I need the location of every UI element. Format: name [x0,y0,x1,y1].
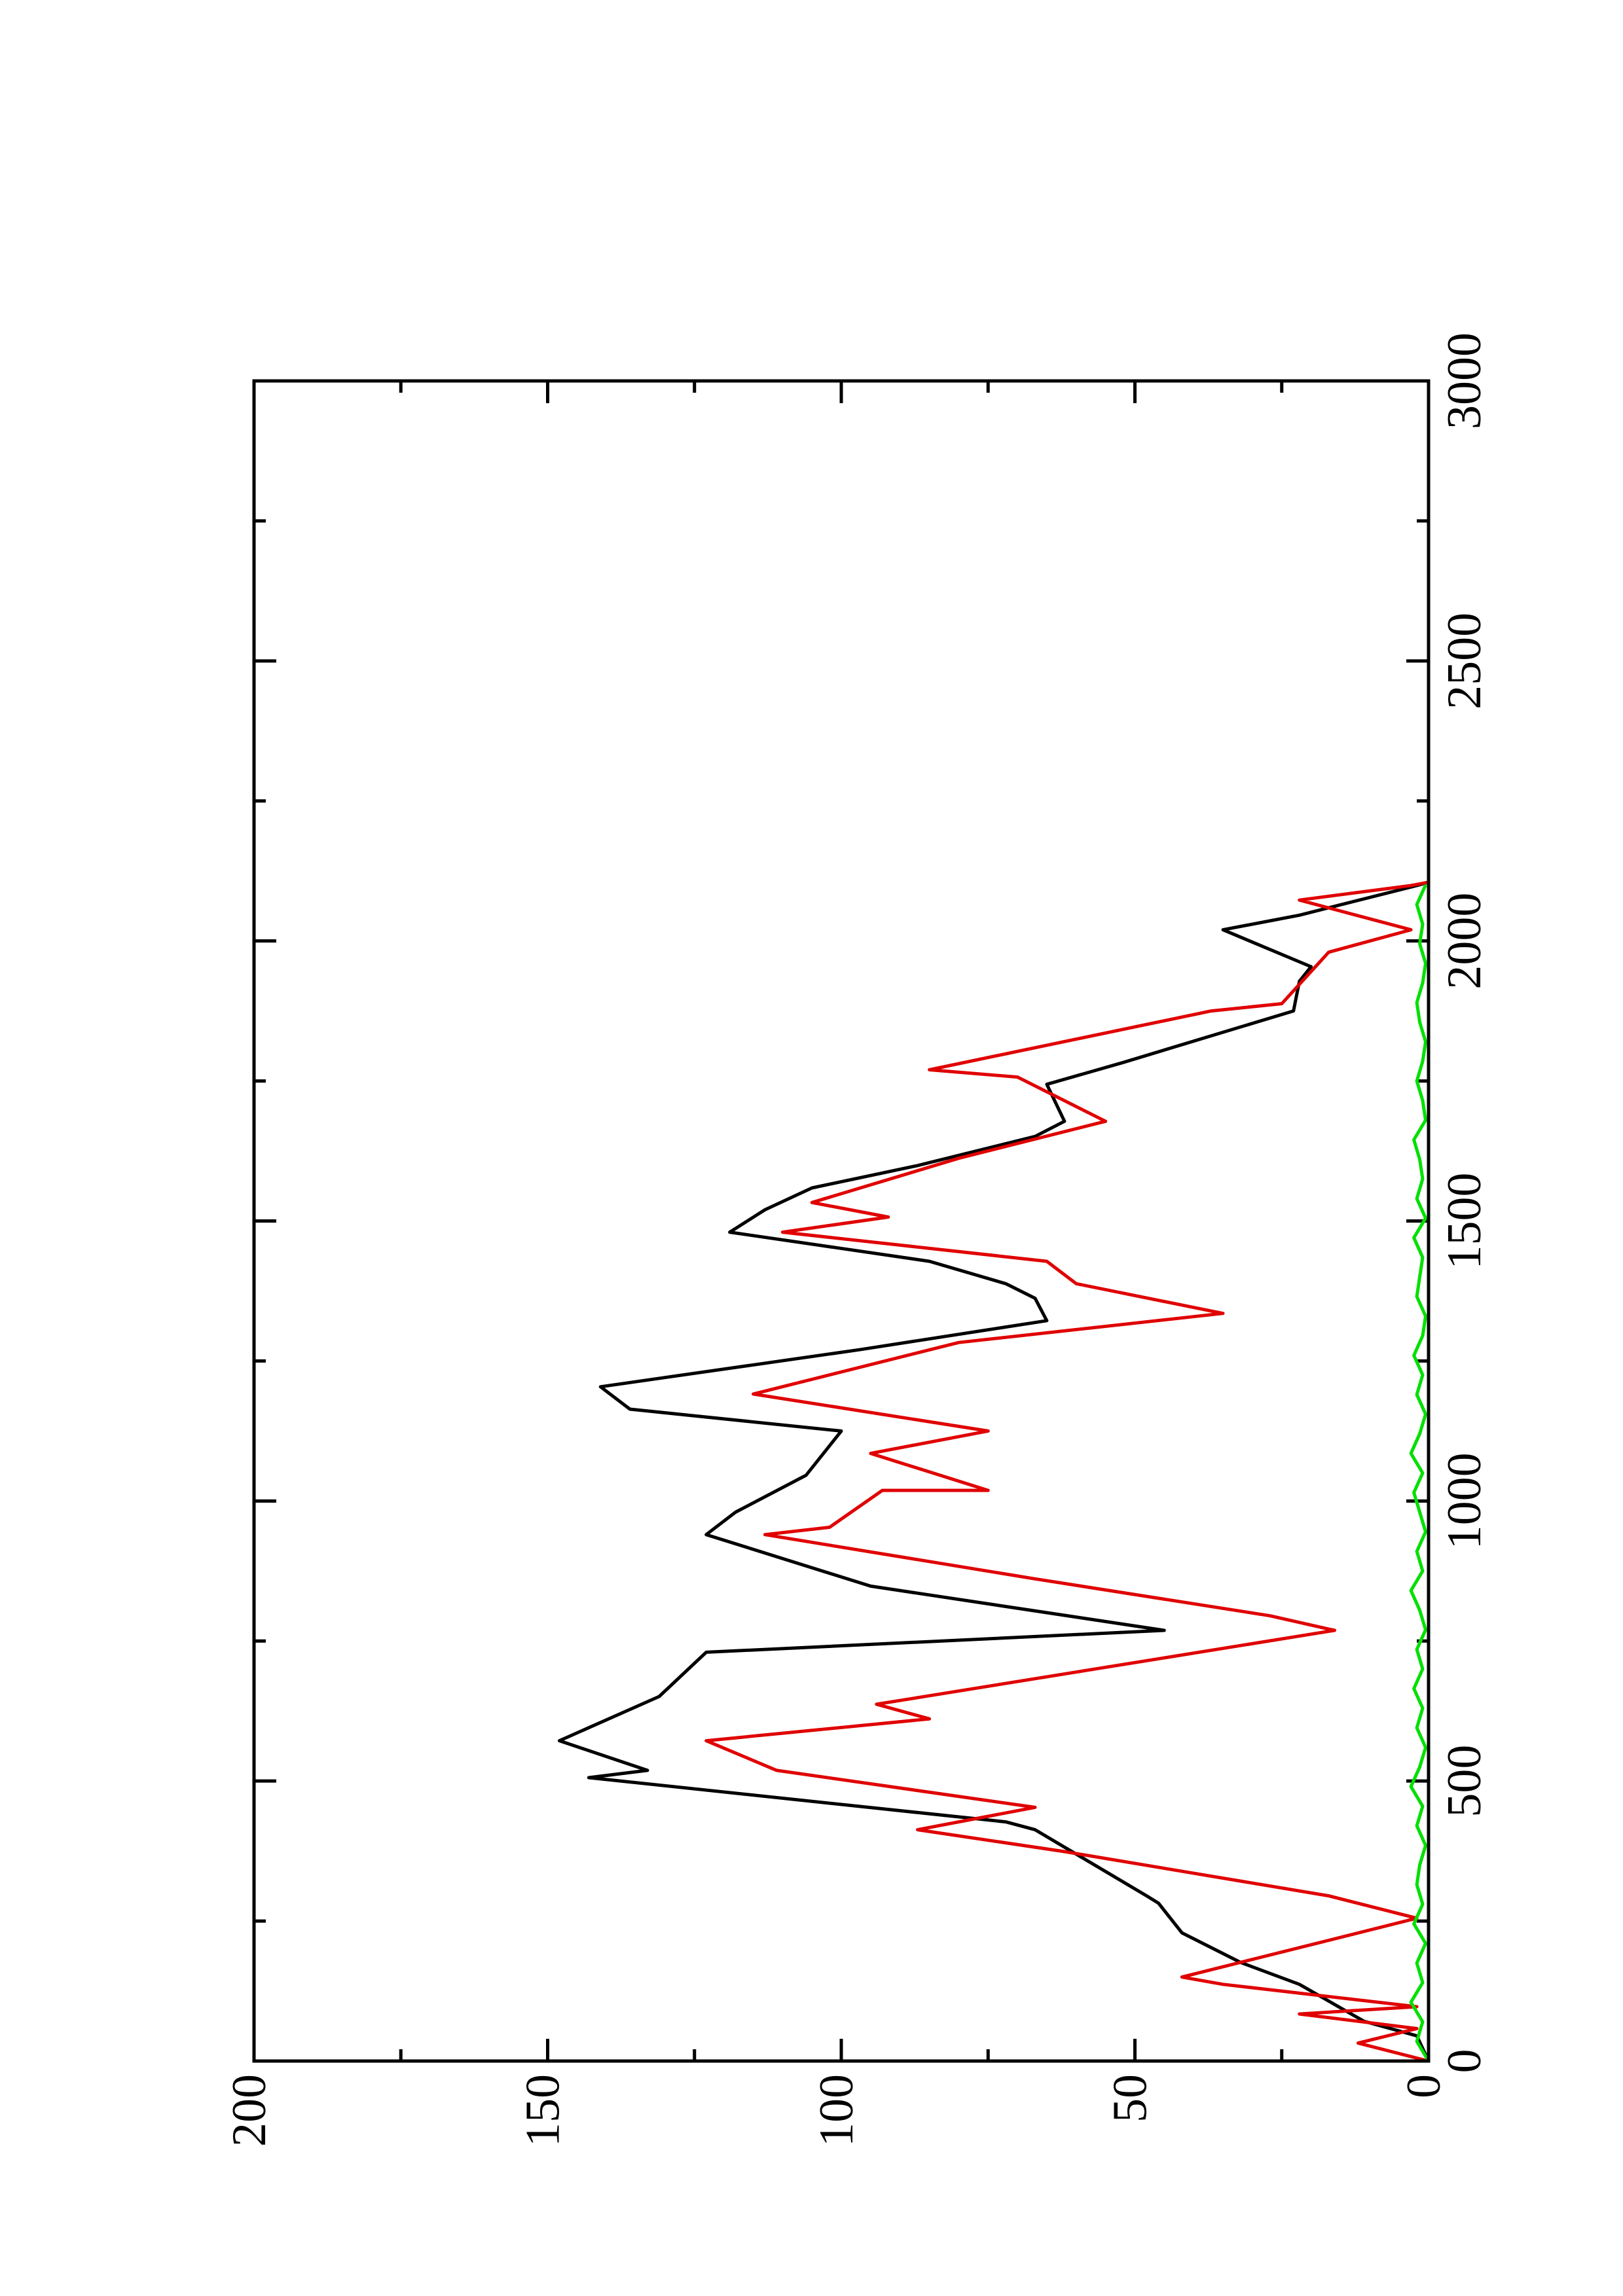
plot-frame [252,379,1431,2063]
x-tick-label: 500 [1438,1745,1491,1818]
x-tick-label: 3000 [1438,332,1491,429]
y-tick-label: 100 [810,2074,864,2147]
x-tick-label: 0 [1438,2049,1491,2073]
series-line [1409,884,1431,2062]
x-tick-label: 2000 [1438,893,1491,990]
y-tick-label: 0 [1397,2074,1451,2098]
y-tick-label: 200 [223,2074,276,2147]
y-tick-label: 50 [1103,2074,1157,2123]
x-tick-label: 1500 [1438,1173,1491,1270]
x-tick-label: 2500 [1438,613,1491,709]
series-line [557,880,1431,2062]
y-tick-label: 150 [516,2074,570,2147]
series-line [704,880,1429,2063]
x-tick-label: 1000 [1438,1452,1491,1549]
